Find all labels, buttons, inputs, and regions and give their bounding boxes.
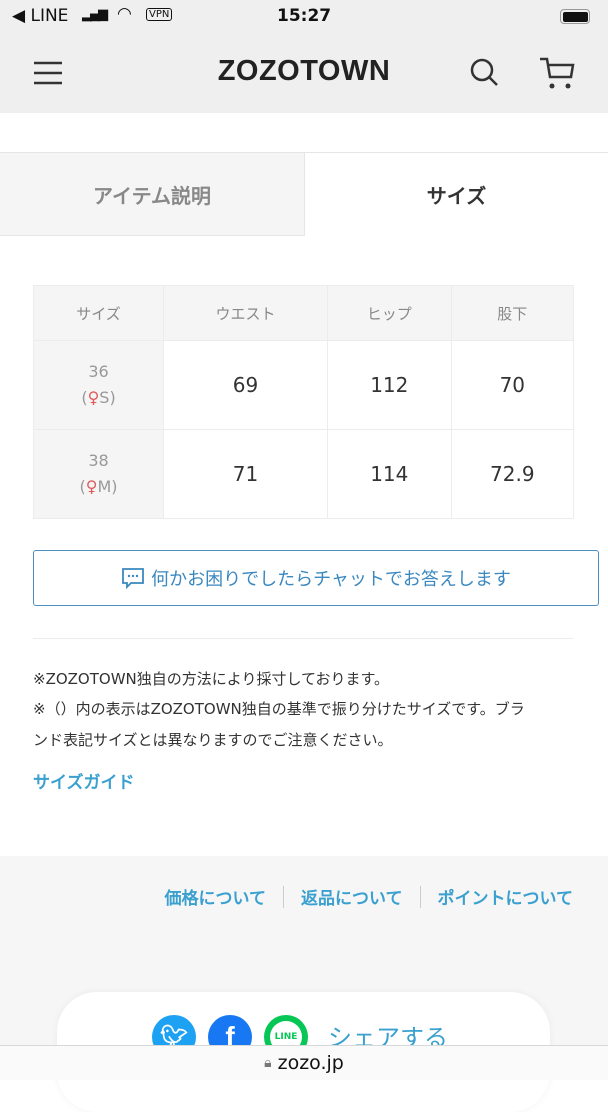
wifi-icon: ◠ (117, 4, 132, 24)
size-cell: 36 (♀S) (33, 340, 164, 430)
table-row: 38 (♀M) 71 114 72.9 (33, 429, 575, 519)
header-inseam: 股下 (450, 285, 575, 341)
zozo-size: S (99, 388, 110, 407)
status-bar: ◀ LINE ▂▄▆ ◠ VPN 15:27 (0, 0, 608, 35)
table-header-row: サイズ ウエスト ヒップ 股下 (33, 285, 575, 341)
note-line: ンド表記サイズとは異なりますのでご注意ください。 (33, 731, 393, 749)
waist-value: 69 (163, 340, 328, 430)
inseam-value: 72.9 (450, 429, 575, 519)
tab-size[interactable]: サイズ (305, 152, 608, 236)
search-icon[interactable] (469, 57, 501, 89)
site-header: ZOZOTOWN (0, 35, 608, 113)
back-to-app[interactable]: ◀ LINE (12, 6, 69, 26)
points-info-link[interactable]: ポイントについて (437, 889, 574, 909)
vpn-badge: VPN (146, 8, 173, 21)
header-waist: ウエスト (163, 285, 328, 341)
size-cell: 38 (♀M) (33, 429, 164, 519)
chat-button-label: 何かお困りでしたらチャットでお答えします (151, 569, 511, 590)
zozo-size: M (97, 477, 112, 496)
header-size: サイズ (33, 285, 164, 341)
header-hip: ヒップ (326, 285, 452, 341)
returns-info-link[interactable]: 返品について (301, 889, 403, 909)
separator (283, 885, 284, 908)
separator (419, 885, 421, 908)
footer-links: 価格について 返品について ポイントについて (164, 884, 574, 909)
browser-url-bar[interactable]: 🔒︎ zozo.jp (0, 1045, 608, 1080)
size-guide-link[interactable]: サイズガイド (33, 773, 135, 793)
note-line: ※（）内の表示はZOZOTOWN独自の基準で振り分けたサイズです。ブラ (33, 700, 525, 718)
size-table: サイズ ウエスト ヒップ 股下 36 (♀S) 69 112 70 38 (♀M) … (33, 285, 575, 519)
cart-icon[interactable] (538, 55, 576, 91)
lock-icon: 🔒︎ (264, 1055, 272, 1071)
table-row: 36 (♀S) 69 112 70 (33, 340, 575, 430)
clock: 15:27 (277, 6, 332, 26)
back-app-label: LINE (30, 6, 69, 26)
women-icon: ♀ (87, 388, 100, 407)
hip-value: 114 (326, 429, 452, 519)
chat-bubble-icon (122, 568, 144, 589)
waist-value: 71 (163, 429, 328, 519)
hip-value: 112 (326, 340, 452, 430)
logo[interactable]: ZOZOTOWN (217, 55, 391, 87)
chat-support-button[interactable]: 何かお困りでしたらチャットでお答えします (33, 550, 599, 606)
note-line: ※ZOZOTOWN独自の方法により採寸しております。 (33, 670, 390, 688)
size-label: 36 (88, 362, 109, 382)
signal-icon: ▂▄▆ (82, 7, 108, 22)
menu-icon[interactable] (33, 60, 63, 86)
size-label: 38 (88, 451, 109, 471)
price-info-link[interactable]: 価格について (164, 889, 267, 909)
url-text: zozo.jp (277, 1052, 344, 1074)
women-icon: ♀ (85, 477, 98, 496)
tab-item-description[interactable]: アイテム説明 (0, 152, 305, 236)
battery-icon (560, 9, 590, 24)
divider (33, 638, 573, 639)
inseam-value: 70 (450, 340, 575, 430)
